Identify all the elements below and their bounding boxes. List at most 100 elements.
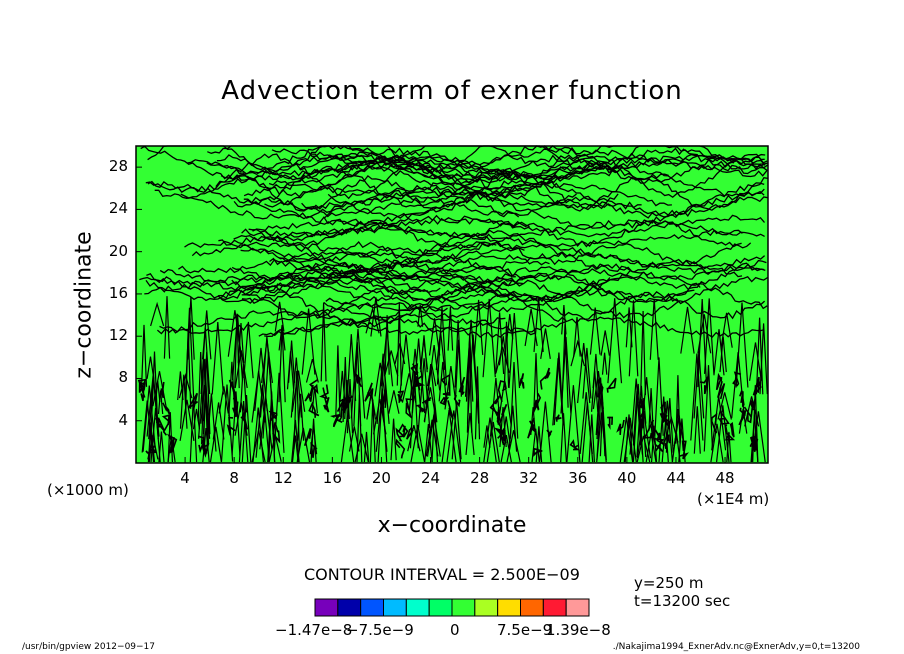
y-axis-label: z−coordinate [71, 231, 97, 379]
contour-line [718, 409, 730, 425]
contour-line [424, 423, 433, 463]
contour-line [693, 351, 705, 419]
contour-line [623, 417, 637, 463]
contour-line [178, 372, 193, 399]
contour-line [607, 416, 614, 430]
contour-line [466, 334, 480, 424]
contour-line [370, 297, 382, 337]
contour-line [267, 403, 276, 463]
contour-line [717, 380, 726, 400]
contour-line [363, 431, 370, 463]
contour-line [146, 356, 155, 379]
contour-line [496, 403, 508, 427]
contour-line [291, 370, 306, 412]
contour-line [607, 298, 623, 384]
contour-line [713, 329, 725, 376]
contour-line [508, 313, 521, 389]
contour-line [166, 433, 178, 454]
contour-line [150, 301, 165, 327]
contour-line [252, 407, 264, 463]
contour-line [237, 322, 245, 363]
contour-line [431, 403, 438, 463]
contour-line [533, 298, 544, 352]
colorbar-swatch [383, 598, 407, 617]
x-tick-label: 16 [322, 469, 342, 487]
colorbar-swatch [520, 598, 544, 617]
contour-line [160, 381, 165, 399]
contour-line [724, 424, 736, 441]
contour-line [187, 296, 195, 360]
contour-line [643, 419, 655, 439]
contour-line [438, 361, 447, 402]
contour-line [346, 378, 354, 434]
contour-line [570, 339, 586, 367]
contour-line [177, 371, 184, 401]
contour-line [401, 373, 417, 403]
contour-line [654, 429, 665, 446]
contour-line [238, 400, 249, 463]
contour-line [202, 310, 212, 360]
contour-line [248, 219, 765, 240]
contour-line [592, 371, 604, 410]
contour-line [417, 304, 424, 327]
contour-line [340, 415, 355, 463]
colorbar-swatch [428, 598, 453, 617]
contour-line [397, 390, 405, 403]
contour-line [749, 342, 762, 381]
contour-line [755, 317, 764, 395]
contour-line [738, 407, 747, 426]
contour-line [506, 314, 514, 340]
contour-line [732, 371, 742, 387]
contour-line [228, 379, 237, 401]
contour-line [690, 353, 704, 441]
contour-line [303, 428, 312, 446]
contour-line [356, 394, 363, 463]
contour-line [323, 397, 330, 413]
contour-line [671, 431, 681, 463]
contour-line [346, 334, 357, 402]
contour-line [240, 244, 766, 271]
contour-line [231, 246, 516, 286]
contour-line [582, 347, 592, 399]
contour-line [665, 398, 674, 453]
contour-line [661, 400, 673, 463]
contour-line [179, 374, 188, 429]
contour-line [482, 298, 496, 378]
x-tick-label: 44 [666, 469, 686, 487]
y-tick-label: 12 [108, 326, 128, 345]
contour-line [278, 240, 752, 266]
contour-line [187, 392, 198, 410]
contour-line [447, 400, 454, 420]
contour-line [395, 438, 406, 459]
contour-line [271, 146, 769, 172]
contour-line [495, 312, 505, 375]
colorbar-tick-label: 0 [450, 621, 460, 639]
contour-line [251, 371, 266, 423]
contour-line [398, 423, 409, 438]
contour-line [309, 378, 319, 395]
contour-line [241, 228, 630, 272]
contour-line [406, 427, 414, 440]
contour-line [413, 375, 421, 391]
contour-line [531, 392, 542, 415]
contour-line [327, 180, 765, 219]
x-tick-label: 4 [180, 469, 190, 487]
contour-line [446, 410, 462, 463]
contour-line [619, 416, 634, 463]
contour-line [218, 227, 743, 248]
contour-line [197, 351, 204, 422]
contour-line [159, 267, 701, 291]
contour-line [353, 370, 363, 388]
contour-line [140, 145, 669, 181]
contour-line [518, 373, 525, 389]
contour-line [675, 375, 681, 444]
contour-line [408, 348, 422, 413]
contour-line [637, 399, 645, 410]
contour-line [710, 423, 724, 463]
contour-line [729, 421, 735, 438]
contour-line [293, 370, 300, 450]
contour-line [678, 440, 689, 460]
contour-line [750, 435, 759, 449]
contour-line [335, 345, 341, 418]
contour-line [428, 318, 441, 356]
